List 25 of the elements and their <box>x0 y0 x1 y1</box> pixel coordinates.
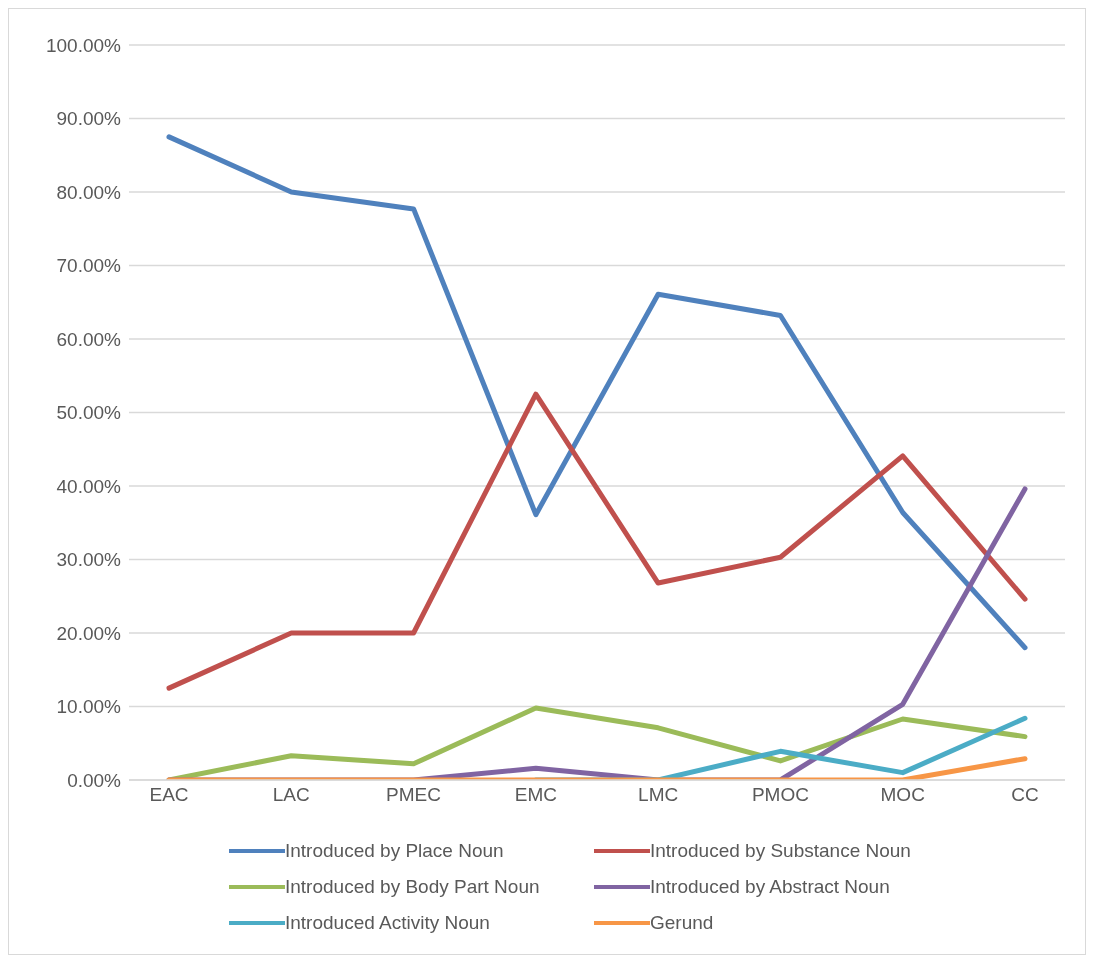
legend-label: Introduced by Abstract Noun <box>650 876 890 898</box>
x-tick-label: PMOC <box>751 784 809 806</box>
x-tick-label: LMC <box>638 784 679 806</box>
legend-label: Introduced Activity Noun <box>285 912 490 934</box>
y-tick-label: 80.00% <box>56 181 122 203</box>
y-tick-label: 10.00% <box>56 696 122 718</box>
legend-label: Gerund <box>650 912 714 934</box>
y-tick-label: 50.00% <box>56 402 122 424</box>
x-tick-label: LAC <box>272 784 310 806</box>
y-tick-label: 90.00% <box>56 108 122 130</box>
x-tick-label: EMC <box>514 784 557 806</box>
x-tick-label: MOC <box>880 784 925 806</box>
legend-label: Introduced by Substance Noun <box>650 840 911 862</box>
y-tick-label: 40.00% <box>56 475 122 497</box>
legend-label: Introduced by Body Part Noun <box>285 876 540 898</box>
y-tick-label: 100.00% <box>45 34 122 56</box>
y-tick-label: 20.00% <box>56 622 122 644</box>
y-tick-label: 60.00% <box>56 328 122 350</box>
legend-label: Introduced by Place Noun <box>285 840 504 862</box>
x-tick-label: CC <box>1011 784 1039 806</box>
x-tick-label: PMEC <box>386 784 442 806</box>
y-tick-label: 30.00% <box>56 549 122 571</box>
y-tick-label: 70.00% <box>56 255 122 277</box>
y-tick-label: 0.00% <box>67 769 122 791</box>
x-tick-label: EAC <box>149 784 189 806</box>
